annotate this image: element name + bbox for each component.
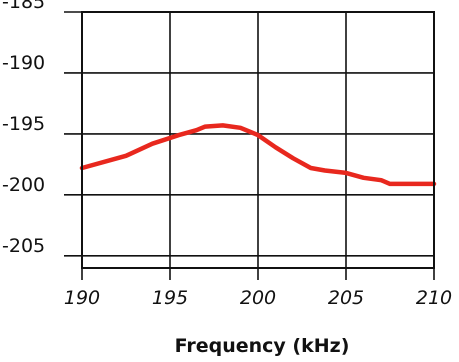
y-tick-label: -200 xyxy=(2,174,45,196)
plot-frame xyxy=(81,11,435,269)
x-tick-label: 195 xyxy=(152,287,188,309)
x-tick-label: 190 xyxy=(64,287,100,309)
x-axis-ticks: 190 195 200 205 210 xyxy=(64,287,452,309)
series-layer xyxy=(79,123,437,187)
series-line xyxy=(79,123,437,187)
y-tick-label: -195 xyxy=(2,113,45,135)
y-tick-label: -205 xyxy=(2,235,45,257)
y-tick-label: -190 xyxy=(2,52,45,74)
x-axis-label: Frequency (kHz) xyxy=(175,335,350,357)
x-tick-label: 210 xyxy=(416,287,452,309)
y-axis-ticks: -185 -190 -195 -200 -205 xyxy=(2,0,45,257)
y-tick-label: -185 xyxy=(2,0,45,13)
x-tick-label: 205 xyxy=(328,287,364,309)
grid-lines xyxy=(64,11,435,280)
x-tick-label: 200 xyxy=(240,287,276,309)
